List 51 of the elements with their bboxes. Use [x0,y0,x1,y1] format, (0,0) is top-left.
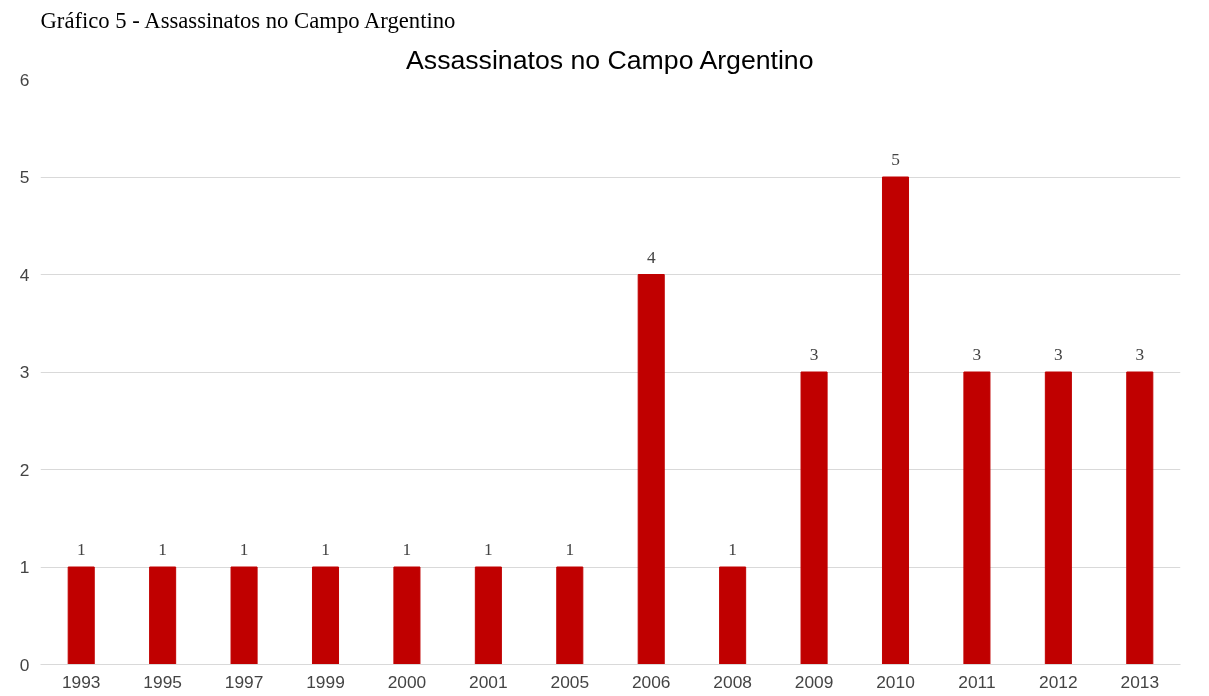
bar [556,566,584,665]
x-tick-label: 1997 [224,671,264,692]
x-tick-label: 2005 [550,671,590,692]
data-label: 1 [321,540,330,559]
y-tick-label: 1 [19,557,30,577]
y-tick-label: 2 [19,459,30,480]
x-tick-label: 1993 [61,671,101,692]
y-tick-label: 6 [19,69,30,90]
x-tick-label: 2010 [876,671,915,692]
data-label: 4 [646,247,656,267]
x-tick-label: 1995 [143,671,182,692]
bar [1126,371,1154,665]
bar [474,566,502,665]
bar [67,566,95,665]
data-label: 1 [728,540,737,559]
data-label: 1 [158,540,167,559]
y-tick-label: 0 [19,654,30,675]
y-tick-label: 5 [19,167,30,187]
x-tick-label: 2011 [958,671,996,692]
bar [719,566,747,665]
bar [637,274,665,665]
x-tick-label: 2000 [387,671,427,692]
data-label: 1 [565,540,575,559]
data-label: 3 [972,345,982,364]
bar [963,371,991,665]
bar [393,566,421,665]
data-label: 3 [1054,345,1063,364]
data-label: 3 [809,345,819,364]
bar [1044,371,1072,665]
data-label: 1 [239,540,249,559]
data-label: 5 [891,150,900,169]
data-label: 1 [402,540,412,559]
data-label: 1 [484,540,493,559]
x-tick-label: 2006 [631,671,671,692]
data-label: 3 [1135,345,1145,364]
x-tick-label: 1999 [306,671,345,692]
bar [881,176,910,665]
bar [311,566,340,665]
text: Gráfico 5 - Assassinatos no Campo Argentino [40,7,456,33]
bar [149,566,177,665]
chart-title: Assassinatos no Campo Argentino [406,44,814,75]
x-tick-label: 2001 [469,671,508,692]
bar [230,566,258,665]
y-tick-label: 3 [19,362,30,382]
x-tick-label: 2013 [1120,671,1160,692]
x-tick-label: 2012 [1039,671,1078,692]
y-tick-label: 4 [19,264,30,285]
bar [800,371,828,665]
x-tick-label: 2008 [713,671,752,692]
x-tick-label: 2009 [794,671,834,692]
data-label: 1 [76,540,86,559]
